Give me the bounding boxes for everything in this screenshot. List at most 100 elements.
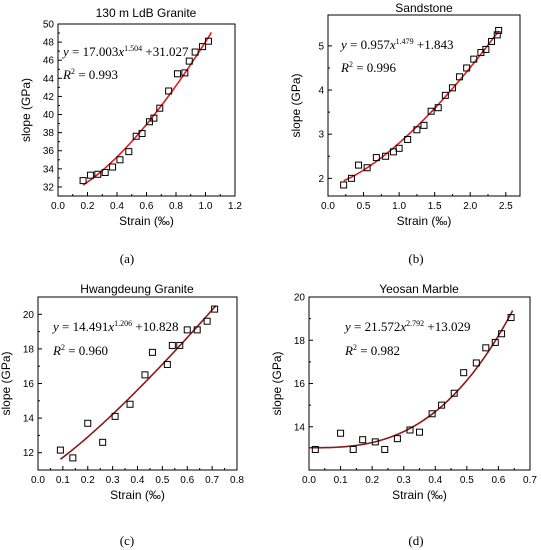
- data-point: [109, 163, 117, 171]
- x-tick-label: 0.7: [523, 475, 537, 486]
- x-tick-label: 2.5: [499, 201, 513, 212]
- panel-caption: (b): [408, 251, 423, 266]
- panel-caption: (a): [120, 251, 134, 266]
- y-tick-label: 44: [43, 74, 55, 85]
- panel-caption: (d): [408, 533, 423, 548]
- fit-curve: [309, 310, 514, 449]
- data-point: [204, 37, 212, 45]
- x-tick-label: 0.6: [491, 475, 505, 486]
- x-axis-label: Strain (‰): [397, 214, 452, 228]
- data-point: [448, 84, 456, 92]
- x-tick-label: 0.5: [357, 201, 371, 212]
- data-point: [193, 326, 201, 334]
- data-point: [470, 55, 478, 63]
- x-tick-label: 0.6: [140, 201, 154, 212]
- y-tick-label: 20: [23, 310, 35, 321]
- data-point: [94, 170, 102, 178]
- x-tick-label: 0.4: [131, 475, 145, 486]
- data-point: [176, 341, 184, 349]
- x-tick-label: 0.0: [321, 201, 335, 212]
- fit-equation: y = 17.003x1.504 +31.027: [61, 44, 189, 59]
- data-point: [413, 126, 421, 134]
- x-tick-label: 0.4: [428, 475, 442, 486]
- x-tick-label: 0.1: [56, 475, 70, 486]
- data-point: [450, 389, 458, 397]
- data-point: [138, 130, 146, 138]
- y-tick-label: 50: [43, 20, 55, 31]
- x-tick-label: 0.2: [365, 475, 379, 486]
- data-point: [340, 181, 348, 189]
- y-tick-label: 4: [318, 86, 324, 97]
- x-tick-label: 0.1: [334, 475, 348, 486]
- y-tick-label: 14: [23, 414, 35, 425]
- y-tick-label: 12: [23, 448, 35, 459]
- y-tick-label: 5: [318, 41, 324, 52]
- y-tick-label: 36: [43, 146, 55, 157]
- data-point: [150, 114, 158, 122]
- fit-equation: y = 0.957x1.479 +1.843: [339, 37, 454, 52]
- data-point: [355, 161, 363, 169]
- data-point: [211, 305, 219, 313]
- data-point: [416, 428, 423, 436]
- x-tick-label: 0.0: [302, 475, 316, 486]
- data-point: [427, 107, 435, 115]
- data-point: [79, 177, 87, 185]
- fit-curve: [343, 30, 500, 182]
- data-point: [148, 348, 156, 356]
- y-tick-label: 34: [43, 164, 55, 175]
- r-squared: R2 = 0.960: [52, 343, 108, 358]
- y-tick-label: 42: [43, 92, 55, 103]
- y-tick-label: 32: [43, 182, 55, 193]
- x-axis-label: Strain (‰): [392, 488, 447, 502]
- data-point: [173, 70, 181, 78]
- x-tick-label: 0.5: [155, 475, 169, 486]
- r-squared: R2 = 0.982: [344, 343, 400, 358]
- data-point: [99, 438, 107, 446]
- x-tick-label: 0.3: [106, 475, 120, 486]
- data-point: [69, 454, 77, 462]
- data-point: [381, 445, 389, 453]
- data-point: [84, 419, 92, 427]
- x-tick-label: 0.7: [205, 475, 219, 486]
- data-point: [199, 43, 207, 51]
- chart-title: Yeosan Marble: [379, 282, 459, 296]
- r-squared: R2 = 0.993: [62, 67, 118, 82]
- fit-curve: [82, 32, 213, 186]
- data-point: [145, 118, 153, 126]
- y-tick-label: 48: [43, 38, 55, 49]
- r-squared: R2 = 0.996: [340, 60, 397, 75]
- y-axis-label: slope (GPa): [0, 351, 13, 415]
- data-point: [456, 73, 464, 81]
- x-tick-label: 2.0: [463, 201, 477, 212]
- x-tick-label: 1.5: [428, 201, 442, 212]
- y-tick-label: 20: [294, 293, 306, 304]
- data-point: [337, 429, 345, 437]
- x-tick-label: 1.0: [392, 201, 406, 212]
- chart-panel-1: 0.0 0.2 0.4 0.6 0.8 1.0 1.2 32 34 36 38 40 42 44 46 48 5…: [19, 6, 242, 266]
- data-point: [498, 330, 506, 338]
- x-tick-label: 0.4: [110, 201, 124, 212]
- data-point: [488, 37, 496, 45]
- fit-equation: y = 21.572x2.792 +13.029: [343, 319, 471, 334]
- data-point: [441, 91, 449, 99]
- fit-equation: y = 14.491x1.206 +10.828: [51, 319, 179, 334]
- y-axis-label: slope (GPa): [19, 78, 33, 142]
- x-axis-label: Strain (‰): [119, 214, 174, 228]
- data-point: [438, 401, 446, 409]
- data-point: [163, 360, 171, 368]
- y-tick-label: 40: [43, 110, 55, 121]
- data-point: [491, 338, 499, 346]
- data-point: [141, 371, 149, 379]
- y-axis-label: slope (GPa): [289, 73, 303, 137]
- data-point: [472, 359, 480, 367]
- data-point: [101, 168, 109, 176]
- data-point: [389, 148, 397, 156]
- data-point: [347, 174, 355, 182]
- x-tick-label: 0.0: [51, 201, 65, 212]
- x-tick-label: 1.0: [199, 201, 213, 212]
- data-point: [168, 341, 176, 349]
- data-point: [203, 317, 211, 325]
- x-tick-label: 0.2: [81, 475, 95, 486]
- data-point: [482, 45, 490, 53]
